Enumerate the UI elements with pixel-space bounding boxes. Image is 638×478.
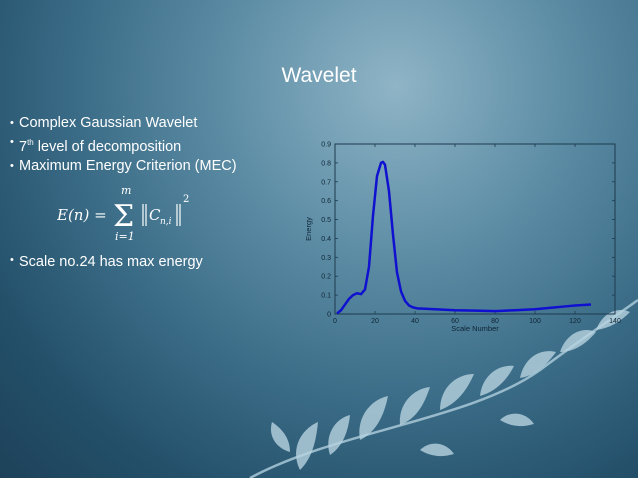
vine-leaf — [596, 310, 630, 330]
energy-chart: 0 0.1 0.2 0.3 0.4 0.5 0.6 0.7 0.8 0.9 0 20 40 60 80 10… — [304, 142, 621, 334]
x-tick-label: 20 — [371, 318, 379, 325]
bullet-list: Complex Gaussian Wavelet 7th level of de… — [10, 114, 237, 176]
formula-sigma: Σ — [113, 199, 134, 234]
y-tick-label: 0 — [327, 312, 331, 319]
formula-exponent: 2 — [183, 194, 189, 205]
y-tick-label: 0.3 — [321, 255, 331, 262]
formula-sum-top: m — [121, 184, 131, 197]
y-tick-label: 0.4 — [321, 236, 331, 243]
formula-term: C — [149, 206, 161, 224]
y-axis-ticks: 0 0.1 0.2 0.3 0.4 0.5 0.6 0.7 0.8 0.9 — [321, 142, 615, 319]
formula-lhs: E(n) = — [57, 206, 107, 224]
y-tick-label: 0.9 — [321, 142, 331, 149]
vine-leaf — [440, 374, 474, 410]
formula-subscript: n,i — [160, 217, 172, 227]
vine-leaf — [560, 330, 596, 352]
y-tick-label: 0.2 — [321, 274, 331, 281]
vine-leaf — [328, 415, 350, 455]
x-tick-label: 40 — [411, 318, 419, 325]
vine-leaf — [359, 396, 388, 440]
x-tick-label: 60 — [451, 318, 459, 325]
x-tick-label: 0 — [333, 318, 337, 325]
x-tick-label: 140 — [609, 318, 621, 325]
x-tick-label: 120 — [569, 318, 581, 325]
bullet-max-energy: Scale no.24 has max energy — [10, 254, 203, 270]
y-tick-label: 0.5 — [321, 217, 331, 224]
energy-formula: E(n) = m Σ i=1 C n,i 2 — [57, 184, 189, 242]
y-tick-label: 0.8 — [321, 160, 331, 167]
vine-leaf — [270, 422, 290, 452]
energy-curve — [336, 160, 592, 315]
bullet-wavelet-type: Complex Gaussian Wavelet — [10, 114, 237, 133]
slide-title: Wavelet — [281, 64, 357, 87]
bullet-criterion: Maximum Energy Criterion (MEC) — [10, 157, 237, 176]
x-axis-ticks: 0 20 40 60 80 100 120 140 — [333, 144, 621, 325]
bullet-decomposition-level: 7th level of decomposition — [10, 133, 237, 157]
x-axis-label: Scale Number — [451, 324, 499, 333]
y-axis-label: Energy — [304, 217, 313, 241]
vine-leaf — [520, 351, 556, 378]
vine-leaf — [480, 365, 514, 396]
plot-frame — [334, 143, 616, 315]
vine-leaf — [296, 422, 318, 470]
vine-leaf — [500, 413, 534, 427]
y-tick-label: 0.1 — [321, 293, 331, 300]
vine-leaf — [420, 443, 454, 457]
vine-leaf — [399, 387, 430, 425]
x-tick-label: 80 — [491, 318, 499, 325]
y-tick-label: 0.6 — [321, 198, 331, 205]
x-tick-label: 100 — [529, 318, 541, 325]
formula-sum-bottom: i=1 — [115, 230, 135, 242]
y-tick-label: 0.7 — [321, 179, 331, 186]
